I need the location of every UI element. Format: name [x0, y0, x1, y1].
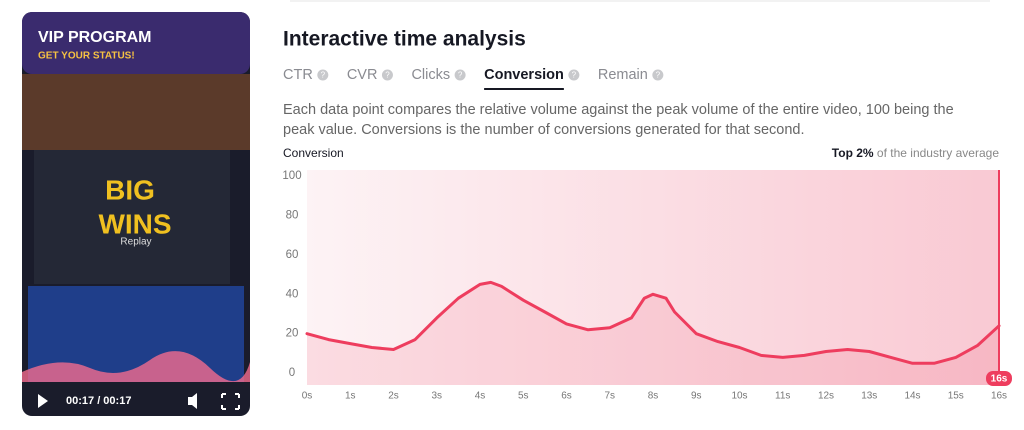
x-tick-label: 6s — [561, 391, 572, 402]
x-tick-label: 12s — [818, 391, 834, 402]
tab-label: CTR — [283, 67, 313, 83]
video-time: 00:17 / 00:17 — [66, 395, 131, 407]
playhead-label: 16s — [991, 374, 1008, 385]
video-title: VIP PROGRAM — [38, 29, 152, 46]
benchmark: Top 2% of the industry average — [832, 146, 1000, 160]
tab-label: Clicks — [411, 67, 450, 83]
x-tick-label: 4s — [475, 391, 486, 402]
y-tick-label: 80 — [286, 209, 299, 221]
tabs: CTR? CVR? Clicks? Conversion? Remain? — [283, 67, 664, 90]
help-mark: ? — [458, 71, 463, 80]
description-line: peak value. Conversions is the number of… — [283, 122, 805, 138]
x-tick-label: 0s — [302, 391, 313, 402]
video-player[interactable]: VIP PROGRAM GET YOUR STATUS! BIG WINS Re… — [22, 12, 250, 416]
video-big: BIG — [105, 174, 155, 205]
y-tick-label: 100 — [282, 170, 301, 182]
x-tick-label: 3s — [431, 391, 442, 402]
x-tick-label: 2s — [388, 391, 399, 402]
x-tick-label: 14s — [904, 391, 920, 402]
benchmark-strong: Top 2% — [832, 146, 874, 160]
x-tick-label: 13s — [861, 391, 877, 402]
line — [305, 280, 1001, 365]
video-replay: Replay — [120, 237, 151, 248]
y-tick-label: 0 — [289, 367, 295, 379]
y-axis-label: Conversion — [283, 146, 344, 160]
x-tick-label: 11s — [775, 391, 790, 402]
x-tick-label: 16s — [991, 391, 1007, 402]
help-icon — [381, 69, 393, 81]
chart: 0 20 40 60 80 100 0s 1s 2s 3s 4s 5s 6s 7s 8s 9s 10s 11s 12… — [282, 170, 1012, 402]
help-mark: ? — [385, 71, 390, 80]
help-icon — [568, 69, 580, 81]
title: Interactive time analysis — [283, 28, 526, 51]
play-icon[interactable] — [38, 394, 48, 408]
y-tick-label: 60 — [286, 249, 299, 261]
tab-label: Conversion — [484, 67, 564, 83]
video-banner — [22, 12, 250, 74]
video-games — [22, 74, 250, 150]
x-tick-label: 7s — [604, 391, 615, 402]
x-tick-label: 1s — [345, 391, 356, 402]
video-wins: WINS — [98, 208, 171, 239]
tab[interactable]: Conversion? — [484, 67, 580, 90]
help-mark: ? — [321, 71, 326, 80]
x-tick-label: 9s — [691, 391, 702, 402]
tab-label: Remain — [598, 67, 648, 83]
playhead-badge — [986, 371, 1012, 386]
x-tick-label: 5s — [518, 391, 529, 402]
help-icon — [454, 69, 466, 81]
help-icon — [317, 69, 329, 81]
description-line: Each data point compares the relative vo… — [283, 102, 954, 118]
area — [307, 282, 999, 385]
volume-icon[interactable] — [188, 393, 197, 409]
tab[interactable]: Remain? — [598, 67, 664, 83]
benchmark-text: of the industry average — [877, 146, 999, 160]
fullscreen-icon[interactable] — [221, 393, 240, 410]
tab[interactable]: CVR? — [347, 67, 393, 83]
x-tick-label: 10s — [731, 391, 747, 402]
plot-background — [307, 170, 999, 385]
progress-wave — [22, 351, 250, 382]
help-mark: ? — [572, 71, 577, 80]
tab[interactable]: Clicks? — [411, 67, 466, 83]
x-tick-label: 8s — [648, 391, 659, 402]
help-icon — [652, 69, 664, 81]
tab-label: CVR — [347, 67, 378, 83]
y-tick-label: 20 — [286, 328, 299, 340]
x-tick-label: 15s — [948, 391, 964, 402]
tab[interactable]: CTR? — [283, 67, 329, 83]
video-screen — [34, 150, 230, 284]
video-subtitle: GET YOUR STATUS! — [38, 51, 135, 62]
help-mark: ? — [656, 71, 661, 80]
y-tick-label: 40 — [286, 288, 299, 300]
